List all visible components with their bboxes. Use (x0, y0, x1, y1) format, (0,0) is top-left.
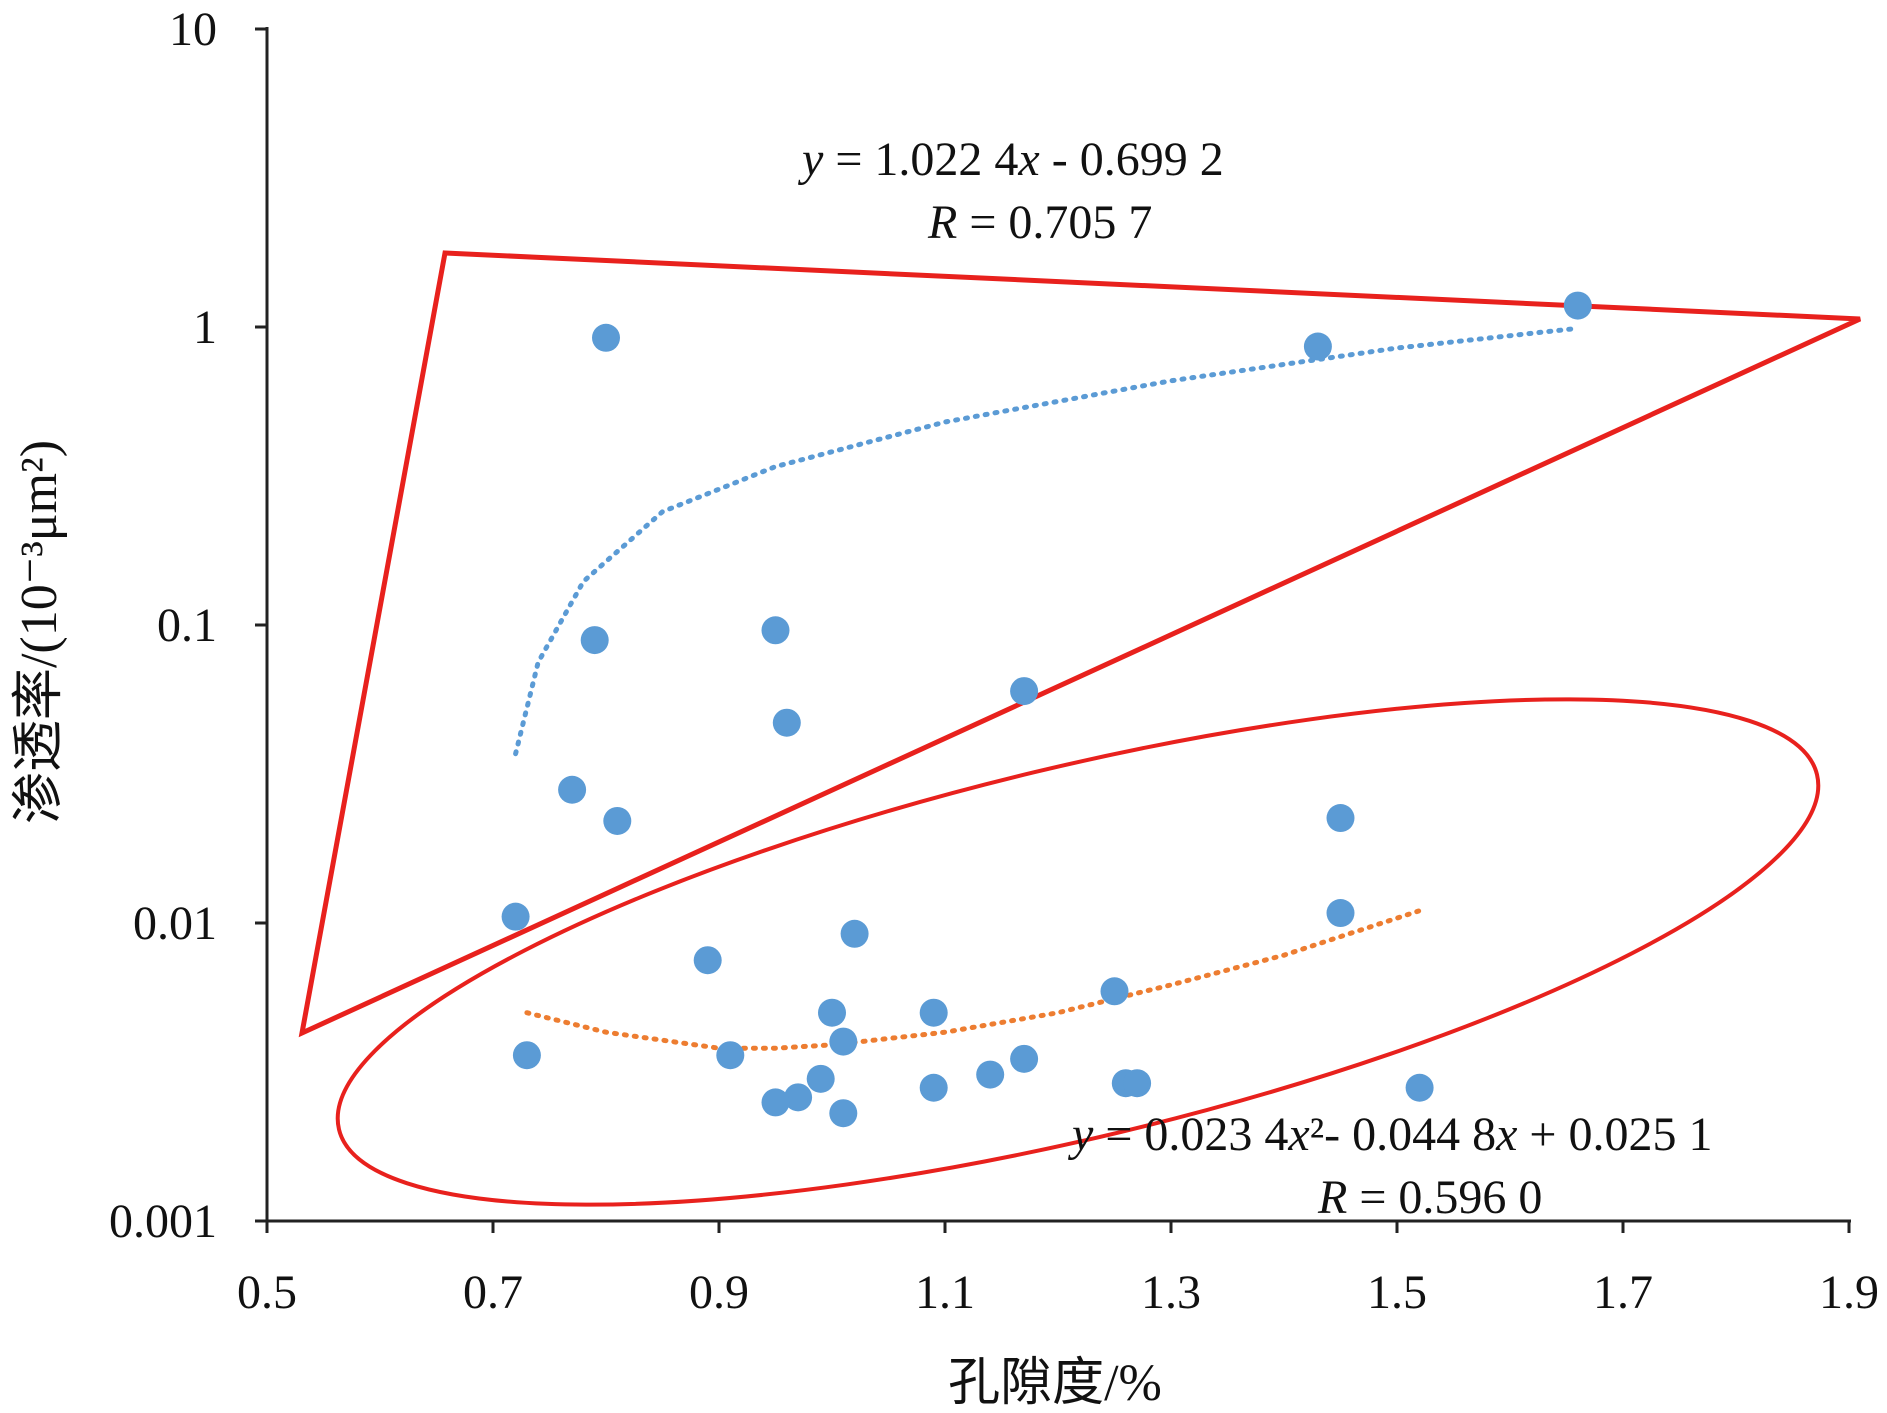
data-point (603, 806, 632, 835)
data-point (829, 1099, 858, 1128)
x-ticks: 0.5 0.7 0.9 1.1 1.3 1.5 1.7 1.9 (237, 1221, 1879, 1319)
data-point (1100, 977, 1129, 1006)
data-point (1010, 1044, 1039, 1073)
data-point (919, 1073, 948, 1102)
eq2-rest: + 0.025 1 (1517, 1108, 1712, 1161)
data-point (976, 1060, 1005, 1089)
data-point (512, 1041, 541, 1070)
data-point (784, 1083, 813, 1112)
data-point (818, 998, 846, 1027)
eq2-y: y (1067, 1108, 1094, 1161)
data-point (772, 708, 801, 737)
x-axis-title: 孔隙度/% (948, 1355, 1162, 1412)
trendline-equation-1: y = 1.022 4x - 0.699 2 (797, 133, 1224, 186)
data-point (1563, 291, 1592, 320)
eq1-x: x (1017, 133, 1039, 186)
y-tick-label: 0.001 (109, 1195, 217, 1248)
y-tick-label: 0.1 (157, 599, 217, 652)
data-point (919, 998, 948, 1027)
x-tick-label: 1.9 (1819, 1266, 1879, 1319)
data-point (806, 1064, 835, 1093)
y-ticks: 10 1 0.1 0.01 0.001 (109, 3, 267, 1248)
x-tick-label: 0.9 (689, 1266, 749, 1319)
data-point (1010, 677, 1039, 706)
y-axis-title: 渗透率/(10⁻³μm²) (11, 440, 68, 824)
data-point (1405, 1073, 1434, 1102)
x-tick-label: 1.3 (1141, 1266, 1201, 1319)
data-point (501, 902, 530, 931)
highlight-ellipse (335, 697, 1821, 1207)
r2-r: R (1317, 1171, 1347, 1224)
data-point (693, 946, 722, 975)
data-point (829, 1027, 858, 1056)
eq1-coef: = 1.022 4 (823, 133, 1018, 186)
eq1-rest: - 0.699 2 (1040, 133, 1224, 186)
trendline-equation-2: y = 0.023 4x²- 0.044 8x + 0.025 1 (1067, 1108, 1712, 1161)
y-tick-label: 1 (193, 301, 217, 354)
eq2-sq: ² (1310, 1108, 1324, 1161)
data-point (580, 626, 609, 655)
eq2-x2: x (1495, 1108, 1517, 1161)
r1-rest: = 0.705 7 (957, 196, 1152, 249)
data-points (501, 291, 1592, 1128)
eq2-coef: = 0.023 4 (1093, 1108, 1288, 1161)
data-point (1326, 899, 1355, 928)
r2-rest: = 0.596 0 (1347, 1171, 1542, 1224)
trendline-2 (524, 908, 1423, 1051)
x-tick-label: 1.5 (1367, 1266, 1427, 1319)
x-tick-label: 1.1 (915, 1266, 975, 1319)
x-tick-label: 1.7 (1593, 1266, 1653, 1319)
data-point (1326, 804, 1355, 833)
data-point (1303, 332, 1332, 361)
data-point (716, 1041, 745, 1070)
trendline-r-1: R = 0.705 7 (927, 196, 1152, 249)
highlight-triangle (298, 250, 1862, 1038)
y-tick-label: 10 (169, 3, 217, 56)
eq2-mid: - 0.044 8 (1324, 1108, 1496, 1161)
data-point (761, 616, 790, 645)
data-point (840, 919, 869, 948)
y-tick-label: 0.01 (133, 897, 217, 950)
data-point (761, 1088, 790, 1117)
eq1-y: y (797, 133, 824, 186)
x-tick-label: 0.5 (237, 1266, 297, 1319)
data-point (558, 775, 587, 804)
x-tick-label: 0.7 (463, 1266, 523, 1319)
data-point (1123, 1069, 1152, 1098)
eq2-x: x (1287, 1108, 1309, 1161)
r1-r: R (927, 196, 957, 249)
data-point (592, 323, 620, 352)
trendlines (513, 325, 1581, 1051)
trendline-r-2: R = 0.596 0 (1317, 1171, 1542, 1224)
